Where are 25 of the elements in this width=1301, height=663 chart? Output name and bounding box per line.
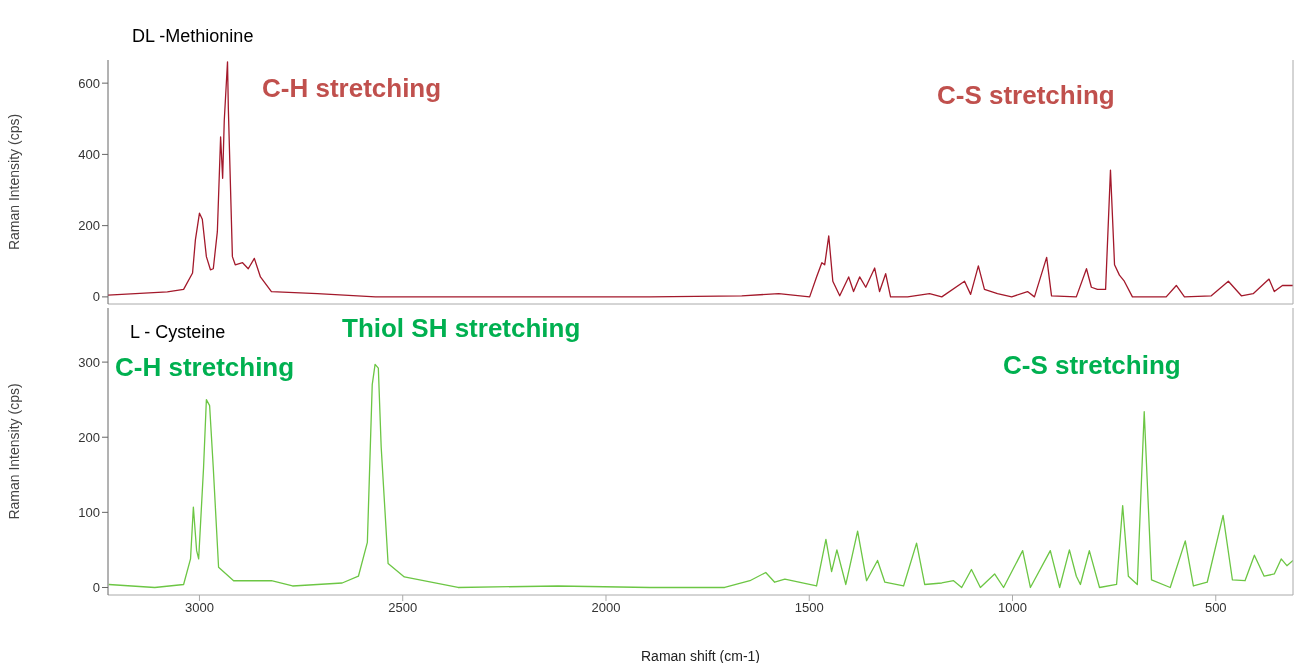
x-tick-label: 2000: [591, 600, 621, 616]
annotation: C-S stretching: [1003, 350, 1181, 381]
y-tick-label: 100: [78, 504, 100, 520]
y-tick-label: 0: [92, 580, 100, 596]
annotation: C-H stretching: [115, 352, 295, 383]
chart-title: DL -Methionine: [132, 26, 254, 47]
y-tick-label: 300: [78, 354, 100, 370]
y-tick-label: 200: [78, 218, 100, 234]
annotation: C-H stretching: [262, 73, 442, 104]
y-tick-label: 400: [78, 147, 100, 163]
x-tick-label: 500: [1204, 600, 1227, 616]
annotation: C-S stretching: [937, 80, 1115, 111]
x-axis-title: Raman shift (cm-1): [640, 648, 761, 663]
y-axis-title: Raman Intensity (cps): [5, 113, 22, 251]
y-tick-label: 600: [78, 75, 100, 91]
line-series: [108, 61, 1293, 298]
text: L - Cysteine: [130, 322, 226, 343]
x-tick-label: 2500: [388, 600, 418, 616]
x-tick-label: 1500: [794, 600, 824, 616]
y-axis-title: Raman Intensity (cps): [5, 383, 22, 520]
y-tick-label: 0: [92, 289, 100, 305]
x-tick-label: 3000: [185, 600, 214, 616]
annotation: Thiol SH stretching: [342, 313, 581, 344]
x-tick-label: 1000: [998, 600, 1027, 616]
y-tick-label: 200: [78, 429, 100, 445]
